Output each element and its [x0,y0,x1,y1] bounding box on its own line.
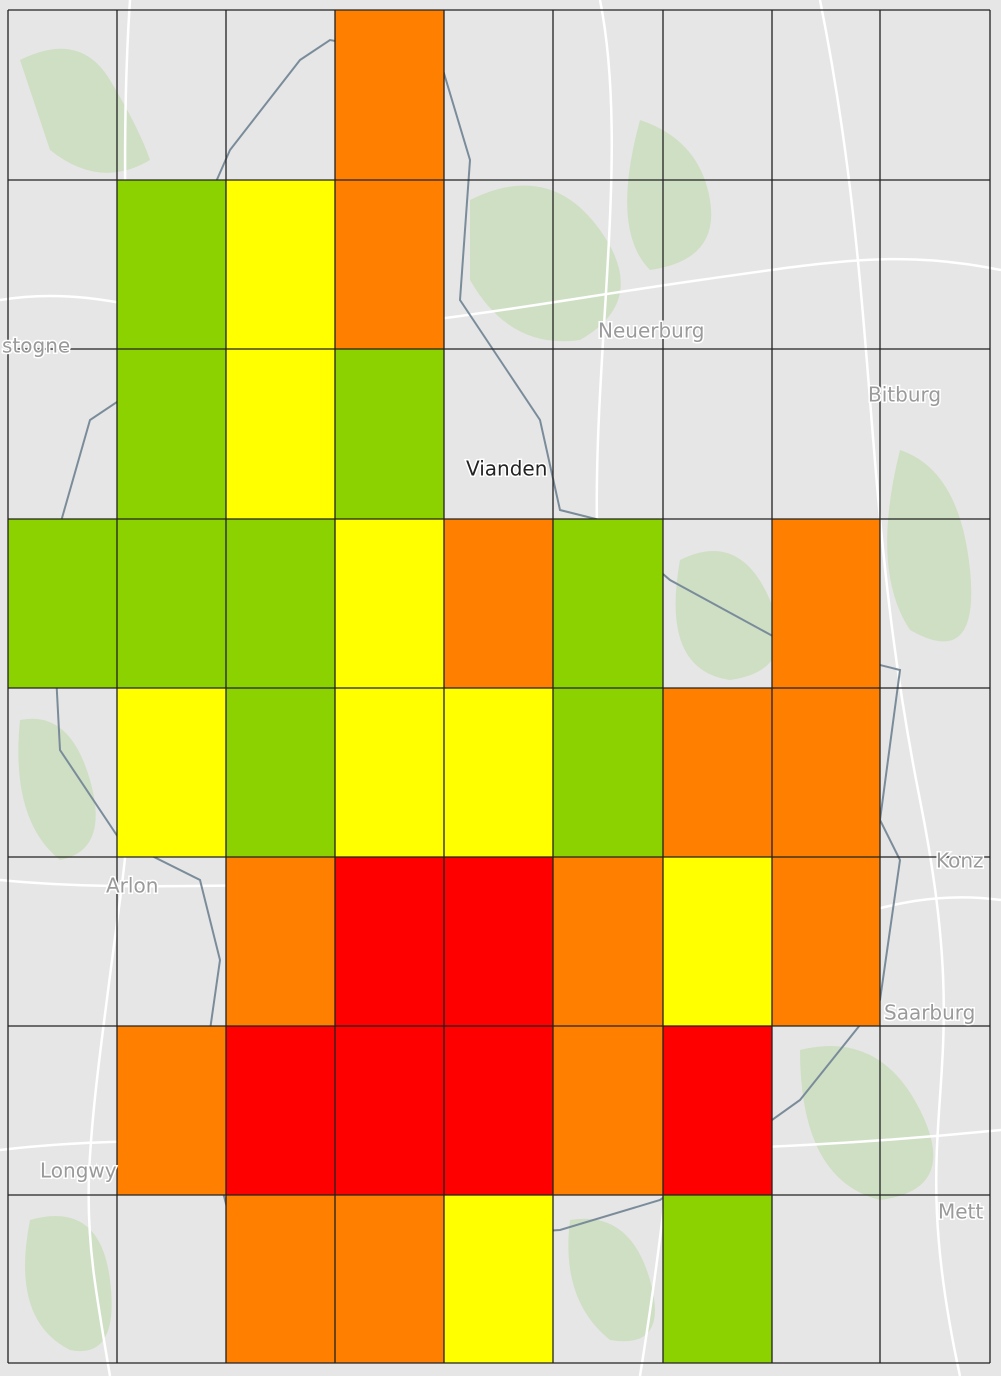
country-border [48,38,902,1242]
grid-cell [772,519,880,688]
place-label: Longwy [40,1159,117,1183]
place-label: Konz [936,849,984,873]
grid-cell [8,519,117,688]
grid-cell [553,519,663,688]
grid-cell [226,688,335,857]
grid-cell [117,180,226,349]
grid-cell [663,857,772,1026]
grid-cell [117,688,226,857]
grid-cell [444,857,553,1026]
grid-cell [117,1026,226,1195]
grid-cell [226,349,335,519]
grid-cell [663,688,772,857]
grid-cell [226,180,335,349]
grid-cell [335,10,444,180]
grid-cell [335,180,444,349]
grid-cell [444,688,553,857]
grid-cell [772,857,880,1026]
grid-cell [335,349,444,519]
grid-cell [117,349,226,519]
grid-cell [444,519,553,688]
grid-cell [553,857,663,1026]
grid-cell [335,519,444,688]
place-label: Neuerburg [598,319,704,343]
grid-cell [444,1195,553,1363]
place-label: Vianden [466,457,547,481]
place-label: stogne [2,334,70,358]
grid-cell [772,688,880,857]
grid-cell [553,688,663,857]
grid-cell [335,1026,444,1195]
grid-cell [663,1026,772,1195]
grid-cell [226,857,335,1026]
grid-cell [117,519,226,688]
grid-cell [553,1026,663,1195]
grid-cell [226,1195,335,1363]
place-labels: stogne Neuerburg Bitburg Vianden Arlon K… [1,317,986,1225]
grid-cell [663,1195,772,1363]
grid-cell [335,857,444,1026]
grid-cell [335,1195,444,1363]
place-label: Mett [938,1200,983,1224]
grid-cell [444,1026,553,1195]
place-label: Bitburg [868,383,941,407]
grid-lines [7,9,991,1364]
grid-cell [335,688,444,857]
place-label: Arlon [106,874,158,898]
grid-cell [226,1026,335,1195]
place-label: Saarburg [884,1001,975,1025]
grid-cell [226,519,335,688]
grid-cells [8,10,880,1363]
